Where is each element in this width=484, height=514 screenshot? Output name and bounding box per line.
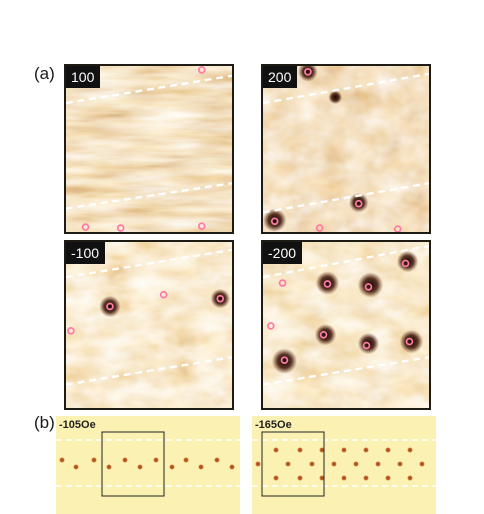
skyrmion-dot <box>308 460 316 468</box>
boundary-line-upper <box>66 74 232 105</box>
skyrmion-marker <box>159 290 168 299</box>
boundary-line-upper <box>263 72 429 105</box>
skyrmion-dot <box>72 463 80 471</box>
boundary-line-upper <box>263 244 429 279</box>
skyrmion-dot <box>362 446 370 454</box>
skyrmion-dot <box>105 463 113 471</box>
boundary-line-upper <box>66 248 232 279</box>
skyrmion-markers <box>270 68 402 232</box>
skyrmion-dot <box>418 460 426 468</box>
skyrmion-marker <box>197 66 206 74</box>
skyrmion-markers <box>267 259 414 364</box>
skyrmion-marker <box>364 283 373 291</box>
skyrmion-marker <box>362 341 371 350</box>
skyrmion-marker <box>405 337 414 346</box>
skyrmion-dot <box>121 456 129 464</box>
afm-map-minus-100 <box>66 242 232 408</box>
skyrmion-marker <box>106 302 114 311</box>
unit-cell-box <box>261 431 325 497</box>
field-label-200: 200 <box>263 66 298 88</box>
skyrmion-markers <box>81 66 206 232</box>
unit-cell-box <box>101 431 165 497</box>
skyrmion-marker <box>278 279 287 287</box>
skyrmion-dot <box>254 460 262 468</box>
skyrmion-dot <box>168 463 176 471</box>
skyrmion-dot <box>90 456 98 464</box>
skyrmion-dot <box>374 460 382 468</box>
skyrmion-dot <box>213 456 221 464</box>
skyrmion-marker <box>81 223 90 231</box>
simulation-panel-165: -165Oe <box>252 416 436 514</box>
skyrmion-dot <box>384 446 392 454</box>
boundary-line-lower <box>66 182 232 210</box>
skyrmion-dot <box>272 474 280 482</box>
skyrmion-dot <box>296 446 304 454</box>
skyrmion-marker <box>267 322 275 330</box>
field-label-minus-100: -100 <box>66 242 106 264</box>
skyrmion-marker <box>393 225 402 232</box>
afm-image-100: 100 <box>64 64 234 234</box>
afm-map-minus-200 <box>263 242 429 408</box>
skyrmion-dot <box>330 460 338 468</box>
skyrmion-marker <box>401 259 410 268</box>
skyrmion-marker <box>354 199 363 208</box>
afm-map-200 <box>263 66 429 232</box>
skyrmion-dot <box>182 456 190 464</box>
skyrmion-dot <box>284 460 292 468</box>
skyrmion-marker <box>323 280 332 288</box>
skyrmion-dot <box>340 474 348 482</box>
skyrmion-marker <box>319 330 328 339</box>
boundary-line-lower <box>263 356 429 386</box>
panel-a-label: (a) <box>34 64 55 83</box>
skyrmion-dots <box>58 456 236 471</box>
afm-image-minus-100: -100 <box>64 240 234 410</box>
skyrmion-dot <box>406 446 414 454</box>
skyrmion-dot <box>352 460 360 468</box>
skyrmion-marker <box>216 294 225 303</box>
simulation-label-105: -105Oe <box>59 419 96 431</box>
simulation-map-105 <box>56 431 240 497</box>
skyrmion-markers <box>67 290 225 335</box>
field-label-minus-200: -200 <box>263 242 303 264</box>
skyrmion-dot <box>228 463 236 471</box>
skyrmion-dot <box>272 446 280 454</box>
afm-image-minus-200: -200 <box>261 240 431 410</box>
skyrmion-marker <box>270 217 279 226</box>
skyrmion-dot <box>384 474 392 482</box>
skyrmion-dot <box>197 463 205 471</box>
field-label-100: 100 <box>66 66 101 88</box>
skyrmion-dot <box>362 474 370 482</box>
skyrmion-marker <box>315 224 324 232</box>
skyrmion-dot <box>152 456 160 464</box>
panel-b-label: (b) <box>34 413 55 432</box>
boundary-line-lower <box>66 356 232 386</box>
skyrmion-dots <box>254 446 426 482</box>
skyrmion-dot <box>340 446 348 454</box>
skyrmion-dot <box>58 456 66 464</box>
skyrmion-marker <box>280 356 289 364</box>
skyrmion-marker <box>116 224 125 232</box>
skyrmion-dot <box>406 474 414 482</box>
skyrmion-marker <box>67 327 75 335</box>
simulation-map-165 <box>252 431 436 497</box>
skyrmion-dot <box>136 463 144 471</box>
skyrmion-marker <box>304 68 312 76</box>
boundary-line-lower <box>263 182 429 214</box>
afm-map-100 <box>66 66 232 232</box>
simulation-panel-105: -105Oe <box>56 416 240 514</box>
skyrmion-marker <box>197 222 206 230</box>
skyrmion-dot <box>396 460 404 468</box>
simulation-label-165: -165Oe <box>255 419 292 431</box>
skyrmion-dot <box>296 474 304 482</box>
afm-image-200: 200 <box>261 64 431 234</box>
